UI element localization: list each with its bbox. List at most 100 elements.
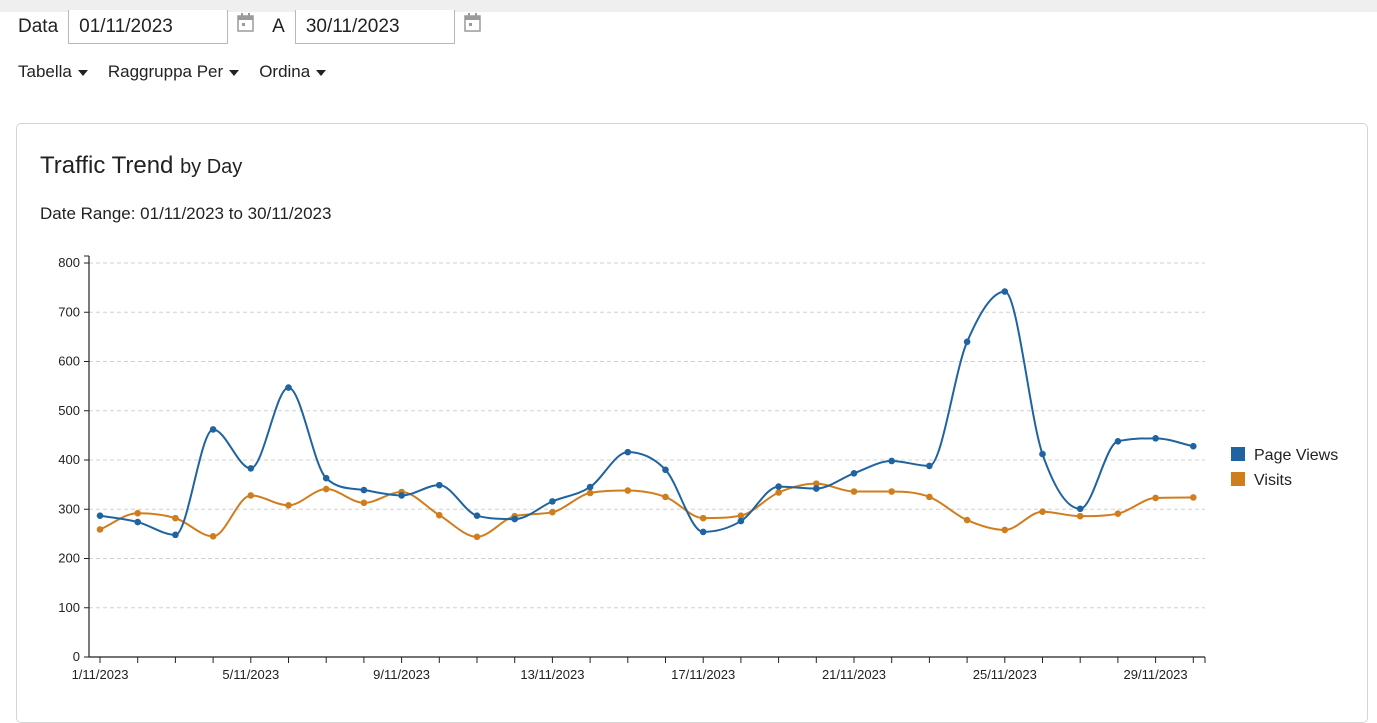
from-date-input[interactable] — [68, 10, 229, 44]
page-views-point — [850, 469, 858, 477]
page-views-point — [1114, 437, 1122, 445]
from-date-label: Data — [18, 16, 59, 37]
page-views-point — [737, 517, 745, 525]
page-views-point — [775, 483, 782, 490]
group-by-menu[interactable]: Raggruppa Per — [107, 62, 240, 82]
sort-menu-label: Ordina — [259, 62, 311, 81]
visits-point — [624, 487, 632, 494]
page-views-point — [963, 338, 971, 346]
page-views-point — [473, 512, 481, 519]
y-tick-label: 700 — [58, 304, 80, 319]
x-tick-label: 13/11/2023 — [520, 667, 584, 682]
page-views-legend-label: Page Views — [1254, 447, 1338, 464]
visits-point — [96, 526, 104, 533]
table-menu[interactable]: Tabella — [18, 62, 88, 82]
visits-point — [926, 493, 933, 501]
visits-point — [586, 489, 594, 497]
date-range-text: Date Range: 01/11/2023 to 30/11/2023 — [40, 204, 332, 223]
visits-point — [322, 485, 330, 493]
traffic-trend-chart: 0 100 200 300 400 500 600 700 800 1/11/2023 5/11/2… — [58, 255, 1338, 682]
page-views-point — [322, 474, 330, 482]
y-tick-label: 600 — [58, 354, 80, 369]
visits-point — [775, 489, 782, 496]
view-menus: Tabella Raggruppa Per Ordina — [18, 62, 327, 82]
x-tick-label: 21/11/2023 — [822, 667, 886, 682]
visits-point — [285, 502, 292, 509]
visits-point — [1190, 494, 1197, 501]
visits-point — [662, 493, 669, 501]
table-menu-label: Tabella — [18, 62, 72, 81]
page-views-point — [699, 528, 707, 536]
visits-point — [209, 533, 217, 540]
page-views-legend-swatch — [1231, 447, 1245, 461]
calendar-icon[interactable] — [463, 10, 483, 44]
to-date-input[interactable] — [294, 10, 455, 44]
page-views-point — [134, 518, 141, 526]
page-views-point — [1001, 288, 1009, 295]
chart-panel: Traffic Trend by Day Date Range: 01/11/2… — [16, 123, 1368, 723]
visits-point — [172, 514, 179, 522]
y-tick-label: 0 — [73, 649, 80, 664]
page-views-point — [662, 466, 669, 474]
caret-down-icon — [77, 70, 88, 76]
visits-point — [850, 488, 858, 495]
x-tick-label: 29/11/2023 — [1124, 667, 1188, 682]
page-views-point — [209, 426, 217, 433]
y-tick-label: 500 — [58, 403, 80, 418]
visits-point — [737, 512, 745, 519]
page-views-point — [247, 465, 255, 472]
y-tick-label: 400 — [58, 452, 80, 467]
page-views-line — [99, 290, 1194, 536]
page-views-point — [360, 486, 368, 494]
page-views-point — [511, 515, 518, 523]
visits-point — [134, 509, 141, 517]
y-tick-label: 800 — [58, 255, 80, 270]
visits-point — [247, 492, 255, 499]
page-views-point — [172, 531, 179, 539]
x-tick-label: 25/11/2023 — [973, 667, 1037, 682]
visits-point — [699, 514, 707, 522]
x-tick-label: 9/11/2023 — [373, 667, 430, 682]
date-filter-bar: Data A — [18, 10, 483, 44]
page-views-point — [549, 498, 556, 505]
page-views-point — [398, 492, 405, 499]
page-views-point — [1039, 450, 1046, 458]
page-views-point — [888, 457, 895, 465]
visits-line — [99, 482, 1194, 538]
x-tick-label: 1/11/2023 — [72, 667, 129, 682]
page-views-point — [926, 462, 933, 470]
chart-title: Traffic Trend by Day — [40, 152, 242, 180]
caret-down-icon — [229, 70, 240, 76]
y-tick-label: 300 — [58, 501, 80, 516]
visits-point — [1001, 526, 1009, 534]
visits-point — [360, 499, 368, 507]
visits-point — [1039, 508, 1046, 516]
page-views-point — [1190, 442, 1197, 450]
visits-point — [1152, 494, 1159, 502]
x-tick-label: 17/11/2023 — [671, 667, 735, 682]
visits-point — [1114, 510, 1122, 517]
group-by-menu-label: Raggruppa Per — [107, 62, 224, 81]
visits-point — [963, 516, 971, 524]
page-views-point — [1152, 435, 1159, 442]
visits-legend-swatch — [1231, 472, 1245, 486]
page-views-point — [96, 512, 104, 519]
sort-menu[interactable]: Ordina — [259, 62, 327, 82]
to-date-label: A — [272, 16, 285, 37]
page-views-point — [436, 481, 443, 489]
visits-point — [813, 480, 820, 487]
calendar-icon[interactable] — [236, 10, 256, 44]
visits-point — [436, 511, 443, 519]
visits-point — [1076, 512, 1084, 520]
y-tick-label: 200 — [58, 551, 80, 566]
page-views-point — [624, 448, 632, 456]
chart-title-suffix: by Day — [180, 156, 243, 178]
visits-point — [473, 533, 481, 541]
page-views-point — [813, 485, 820, 492]
x-tick-label: 5/11/2023 — [222, 667, 279, 682]
y-tick-label: 100 — [58, 600, 80, 615]
visits-point — [888, 488, 895, 495]
chart-title-main: Traffic Trend — [40, 152, 174, 179]
visits-point — [549, 508, 556, 516]
page-views-point — [586, 483, 594, 491]
